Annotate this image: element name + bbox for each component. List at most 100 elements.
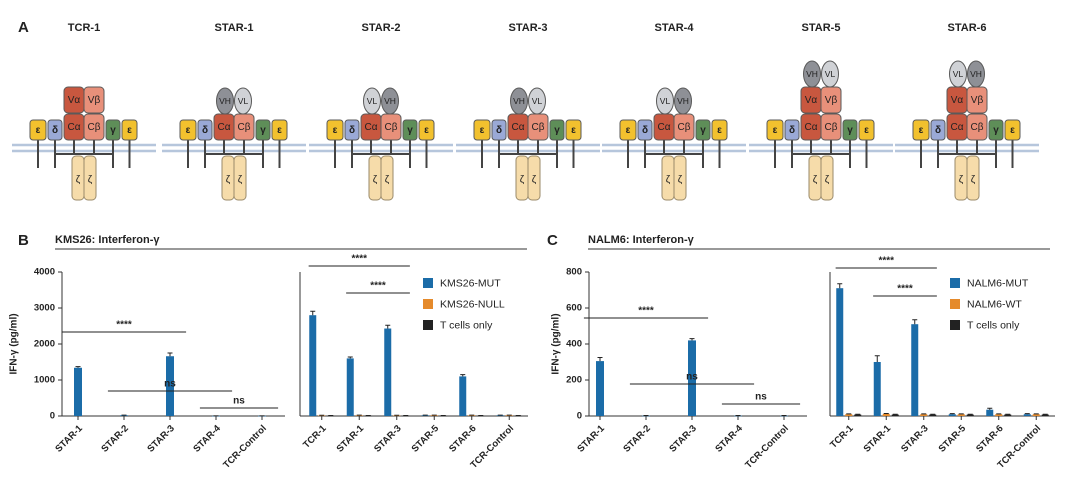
legend-label: NALM6-MUT [967,277,1029,289]
y-axis-label: IFN-γ (pg/ml) [551,313,562,374]
cd3-domain [491,119,507,141]
zeta-chain [673,155,687,201]
error-bar [949,413,955,415]
x-tick-label: STAR-3 [899,423,931,455]
x-tick-label: STAR-2 [99,423,131,455]
domain-label: ε [1010,125,1015,136]
domain-label: Cβ [238,122,251,133]
bar [355,415,363,416]
x-tick-label: STAR-4 [191,423,223,455]
domain-label: ε [717,125,722,136]
bar [1004,414,1012,416]
cd3-domain [105,119,121,141]
bar [430,415,438,416]
scfv-domain [821,60,839,88]
error-bar [912,319,918,325]
error-bar [310,310,316,316]
y-tick-label: 2000 [34,339,55,350]
cd3-domain [858,119,875,141]
x-tick-label: STAR-6 [447,423,479,455]
domain-label: ε [36,125,41,136]
domain-label: VL [953,69,964,79]
domain-label: VL [367,96,378,106]
bar [948,414,956,416]
bar [957,414,965,416]
x-tick-label: STAR-5 [410,423,442,455]
significance-label: **** [638,306,654,317]
domain-label: ζ [971,175,976,186]
x-tick-label: STAR-3 [667,423,699,455]
construct-title: STAR-2 [362,22,401,34]
cd3-domain [619,119,637,141]
domain-label: δ [935,125,941,136]
domain-label: ε [864,125,869,136]
scfv-domain [528,87,546,115]
cd3-domain [197,119,213,141]
x-tick-label: TCR-Control [221,423,269,471]
cd3-domain [1004,119,1021,141]
bar [911,324,919,416]
x-tick-label: TCR-1 [301,423,329,451]
x-tick-label: STAR-6 [974,423,1006,455]
bar [74,367,82,416]
zeta-chain [233,155,247,201]
cd3-domain [988,119,1004,141]
domain-label: δ [642,125,648,136]
legend-swatch [423,320,433,330]
legend-swatch [950,299,960,309]
domain-label: γ [260,125,266,136]
y-tick-label: 400 [566,339,582,350]
domain-label: ζ [532,175,537,186]
domain-label: Vα [68,95,81,106]
scfv-domain [381,87,399,115]
y-tick-label: 200 [566,375,582,386]
legend-swatch [423,278,433,288]
y-tick-label: 800 [566,267,582,278]
domain-label: Cα [217,122,230,133]
zeta-chain [380,155,394,201]
y-tick-label: 0 [577,411,582,422]
domain-label: Cβ [678,122,691,133]
y-tick-label: 4000 [34,267,55,278]
domain-label: Cα [804,122,817,133]
cd3-domain [418,119,435,141]
bar [688,340,696,416]
domain-label: ζ [813,175,818,186]
bar [920,414,928,416]
x-tick-label: STAR-1 [862,423,894,455]
construct-title: TCR-1 [68,22,100,34]
bar [986,409,994,416]
scfv-domain [967,60,985,88]
tcr-domain [820,113,842,141]
error-bar [460,374,466,377]
x-tick-label: STAR-4 [713,423,745,455]
construct-title: STAR-1 [215,22,254,34]
bar [854,414,862,416]
error-bar [837,283,843,289]
x-tick-label: STAR-1 [53,423,85,455]
bar [836,288,844,416]
domain-label: δ [52,125,58,136]
domain-label: Vβ [88,95,101,106]
bar [505,415,513,416]
zeta-chain [820,155,834,201]
domain-label: Vβ [825,95,838,106]
construct-title: STAR-5 [802,22,841,34]
bar [346,358,354,416]
legend-swatch [423,299,433,309]
cd3-domain [695,119,711,141]
y-tick-label: 1000 [34,375,55,386]
domain-label: Cβ [88,122,101,133]
cd3-domain [912,119,930,141]
legend-label: T cells only [440,319,493,331]
panel-label: A [18,19,29,36]
cd3-domain [47,119,63,141]
domain-label: ζ [520,175,525,186]
domain-label: Cα [364,122,377,133]
significance-label: **** [351,254,367,265]
legend-label: NALM6-WT [967,298,1022,310]
bar [459,376,467,416]
significance-label: ns [164,379,176,390]
tcr-domain [966,113,988,141]
